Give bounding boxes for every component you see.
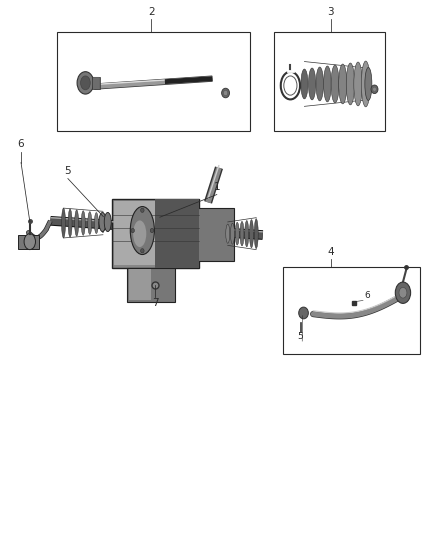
Ellipse shape	[339, 64, 347, 104]
Ellipse shape	[77, 71, 94, 94]
Ellipse shape	[104, 213, 111, 232]
Ellipse shape	[354, 62, 362, 106]
Ellipse shape	[68, 209, 72, 237]
Text: 4: 4	[327, 247, 334, 257]
Bar	[155, 199, 199, 268]
Bar	[18, 235, 39, 248]
Ellipse shape	[223, 90, 228, 96]
Ellipse shape	[88, 212, 92, 235]
Ellipse shape	[61, 208, 65, 238]
Ellipse shape	[395, 282, 411, 303]
Ellipse shape	[230, 223, 234, 244]
Bar	[57, 32, 250, 131]
Bar	[129, 269, 151, 300]
Text: 1: 1	[213, 182, 220, 192]
Bar	[92, 77, 100, 88]
Ellipse shape	[222, 88, 230, 98]
Ellipse shape	[226, 224, 230, 243]
Bar	[114, 201, 158, 265]
Circle shape	[150, 229, 154, 233]
Text: 5: 5	[64, 166, 71, 176]
Ellipse shape	[346, 63, 355, 105]
Ellipse shape	[81, 76, 90, 90]
Ellipse shape	[74, 210, 78, 236]
Ellipse shape	[94, 213, 98, 233]
Text: 6: 6	[364, 292, 370, 301]
Bar	[191, 208, 234, 261]
Ellipse shape	[373, 87, 376, 92]
Ellipse shape	[131, 207, 154, 255]
Text: 3: 3	[327, 7, 334, 17]
Ellipse shape	[235, 222, 239, 245]
Bar	[283, 266, 420, 354]
Circle shape	[141, 208, 144, 213]
Ellipse shape	[254, 219, 258, 248]
Ellipse shape	[250, 220, 254, 248]
Ellipse shape	[324, 66, 331, 102]
Text: 6: 6	[18, 139, 25, 149]
Ellipse shape	[240, 221, 244, 246]
Ellipse shape	[331, 65, 339, 103]
Ellipse shape	[301, 69, 308, 99]
Circle shape	[141, 249, 144, 253]
Bar	[274, 32, 385, 131]
Ellipse shape	[299, 307, 308, 319]
Ellipse shape	[245, 221, 249, 247]
Ellipse shape	[99, 213, 106, 232]
Ellipse shape	[365, 67, 372, 100]
Bar	[112, 199, 199, 268]
Ellipse shape	[361, 61, 370, 107]
Ellipse shape	[399, 287, 407, 298]
Circle shape	[131, 229, 134, 233]
Ellipse shape	[101, 213, 105, 232]
Text: 5: 5	[297, 332, 303, 341]
Ellipse shape	[81, 211, 85, 235]
Bar	[127, 268, 175, 303]
Ellipse shape	[316, 67, 323, 101]
Ellipse shape	[308, 68, 316, 100]
Text: 7: 7	[152, 298, 159, 309]
Ellipse shape	[24, 233, 35, 249]
Ellipse shape	[371, 85, 378, 94]
Ellipse shape	[133, 221, 146, 247]
Text: 2: 2	[148, 7, 155, 17]
